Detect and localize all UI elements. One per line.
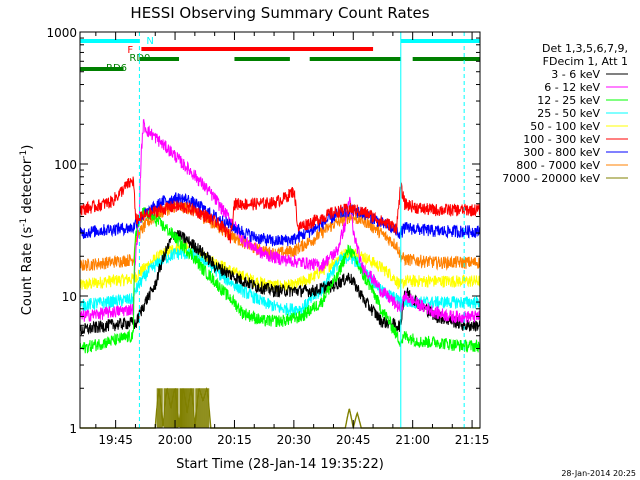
flag-label-rd6: RD6 [106,63,127,74]
plot-frame [79,31,481,429]
y-axis-label: Count Rate (s-1 detector-1) [19,145,35,316]
flag-label-n: N [146,36,153,47]
chart-title: HESSI Observing Summary Count Rates [130,4,429,22]
legend-label-4: 50 - 100 keV [530,120,600,133]
legend-label-8: 7000 - 20000 keV [502,172,600,185]
legend-label-3: 25 - 50 keV [537,107,600,120]
y-label-a: Count Rate (s [20,227,35,316]
flag-label-rd0: RD0 [129,53,150,64]
series-line-8 [80,387,480,430]
legend-label-2: 12 - 25 keV [537,94,600,107]
axis-ticks: 19:45 20:00 20:15 20:30 20:45 21:00 21:15 1 10 10… [46,26,489,447]
series-line-1 [79,118,481,324]
legend-label-5: 100 - 300 keV [523,133,600,146]
flag-label-f: F [127,45,133,56]
x-tick-label-6: 21:15 [455,433,490,447]
legend: Det 1,3,5,6,7,9, FDecim 1, Att 1 3 - 6 k… [502,42,628,185]
y-label-b: -1 [19,218,29,227]
y-tick-label-1: 10 [62,290,77,304]
y-label-e: ) [20,145,35,150]
y-tick-label-0: 1 [69,422,77,436]
series-traces [79,118,481,430]
series-line-5 [79,176,481,244]
legend-header-2: FDecim 1, Att 1 [543,55,628,68]
x-tick-label-0: 19:45 [98,433,133,447]
legend-label-7: 800 - 7000 keV [516,159,600,172]
x-tick-label-3: 20:30 [277,433,312,447]
y-label-c: detector [20,158,35,218]
timestamp: 28-Jan-2014 20:25 [561,469,636,478]
x-tick-label-2: 20:15 [217,433,252,447]
legend-label-6: 300 - 800 keV [523,146,600,159]
time-markers [138,32,465,428]
y-label-d: -1 [19,150,29,159]
legend-label-1: 6 - 12 keV [544,81,600,94]
x-tick-label-1: 20:00 [158,433,193,447]
legend-label-0: 3 - 6 keV [551,68,600,81]
x-axis-label: Start Time (28-Jan-14 19:35:22) [176,457,384,472]
series-line-7 [79,200,481,272]
x-tick-label-5: 21:00 [395,433,430,447]
y-tick-label-3: 1000 [46,26,77,40]
x-tick-label-4: 20:45 [336,433,371,447]
legend-header-1: Det 1,3,5,6,7,9, [542,42,628,55]
y-tick-label-2: 100 [54,158,77,172]
